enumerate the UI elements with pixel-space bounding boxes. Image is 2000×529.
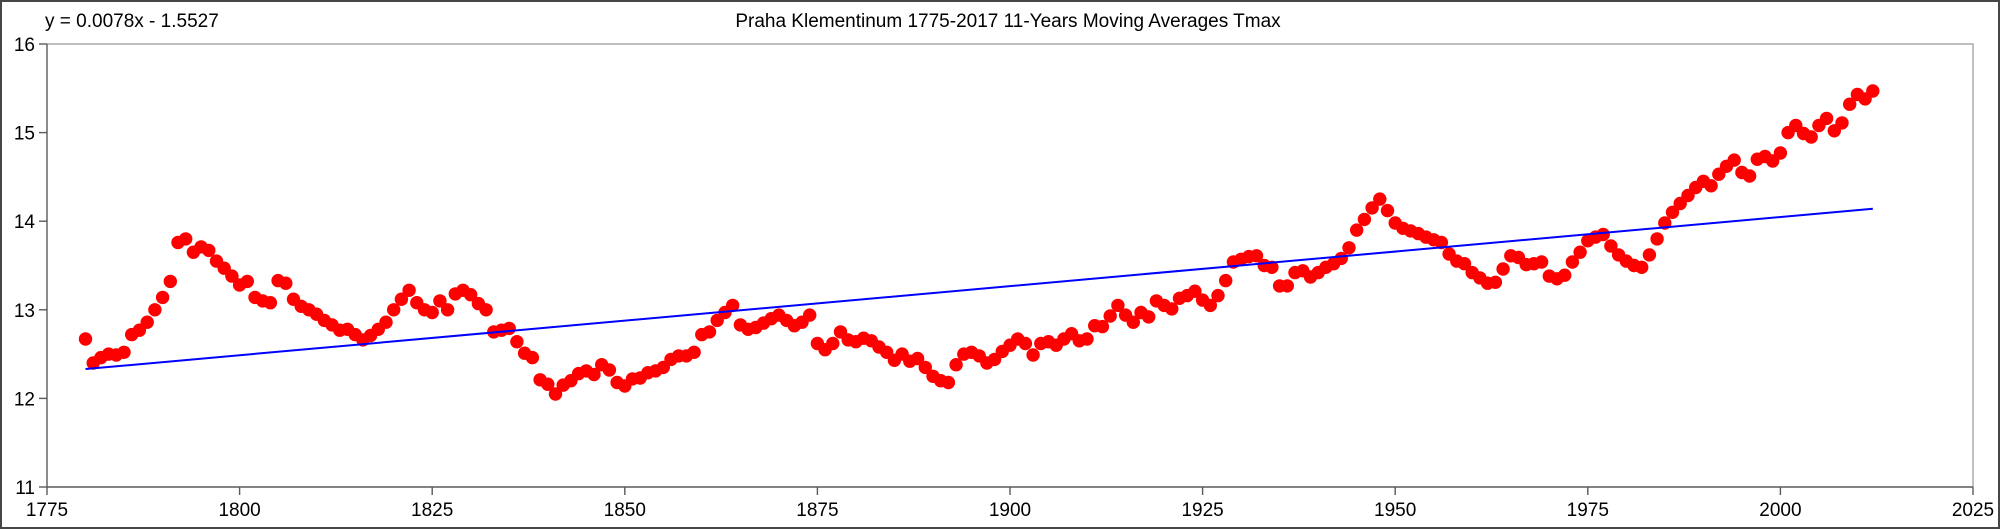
- x-tick-label: 1950: [1374, 500, 1416, 521]
- chart-title: Praha Klementinum 1775-2017 11-Years Mov…: [735, 11, 1281, 32]
- x-tick-label: 1775: [26, 500, 68, 521]
- x-tick-label: 1900: [989, 500, 1031, 521]
- plot-frame: [47, 43, 1974, 487]
- trendline: [85, 207, 1873, 371]
- x-tick-label: 1925: [1181, 500, 1223, 521]
- y-tick-label: 12: [14, 389, 35, 410]
- x-tick-label: 1875: [796, 500, 838, 521]
- x-tick-label: 1800: [218, 500, 260, 521]
- y-tick-label: 11: [15, 478, 35, 499]
- y-tick-label: 16: [14, 35, 35, 56]
- trendline-equation-label: y = 0.0078x - 1.5527: [45, 11, 219, 32]
- y-tick-label: 13: [14, 301, 35, 322]
- x-tick-label: 2025: [1952, 500, 1994, 521]
- y-tick-label: 14: [14, 212, 36, 233]
- y-tick-label: 15: [14, 124, 35, 145]
- y-axis: 11 12 13 14 15 16: [14, 35, 47, 499]
- axes-lines: [46, 44, 1973, 488]
- x-tick-label: 1850: [604, 500, 646, 521]
- x-axis: 1775 1800 1825 1850 1875 1900 1925 1950 1975 2000…: [26, 487, 1994, 521]
- tmax-series: [78, 84, 1880, 401]
- x-tick-label: 1975: [1567, 500, 1609, 521]
- x-tick-label: 2000: [1759, 500, 1801, 521]
- x-tick-label: 1825: [411, 500, 453, 521]
